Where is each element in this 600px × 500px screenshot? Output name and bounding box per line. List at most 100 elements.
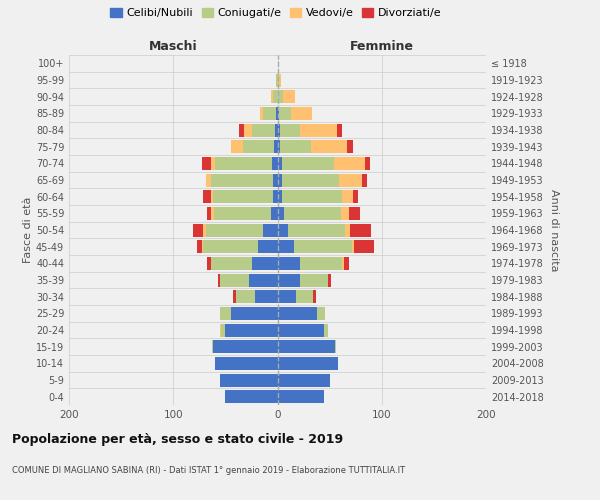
Bar [365,157,370,170]
Bar [344,257,349,270]
Bar [253,257,277,270]
Bar [220,324,221,336]
Bar [317,307,325,320]
Bar [220,274,250,286]
Bar [197,240,202,253]
Bar [362,174,367,186]
Bar [277,140,280,153]
Y-axis label: Fasce di età: Fasce di età [23,197,33,263]
Bar [337,124,342,136]
Bar [277,240,294,253]
Bar [278,107,291,120]
Bar [244,124,253,136]
Bar [263,107,277,120]
Legend: Celibi/Nubili, Coniugati/e, Vedovi/e, Divorziati/e: Celibi/Nubili, Coniugati/e, Vedovi/e, Di… [106,3,446,22]
Bar [353,190,358,203]
Bar [277,157,281,170]
Text: Maschi: Maschi [149,40,197,52]
Bar [236,290,254,303]
Bar [202,240,203,253]
Bar [349,207,360,220]
Bar [220,374,277,386]
Bar [220,307,230,320]
Bar [226,390,277,403]
Bar [211,174,274,186]
Bar [272,157,277,170]
Bar [213,340,277,353]
Bar [281,190,342,203]
Bar [275,124,277,136]
Bar [334,157,365,170]
Bar [281,174,339,186]
Bar [212,340,213,353]
Bar [260,107,263,120]
Bar [281,157,334,170]
Bar [254,290,277,303]
Text: Femmine: Femmine [350,40,414,52]
Bar [277,357,338,370]
Bar [352,240,353,253]
Bar [230,307,277,320]
Bar [277,324,325,336]
Bar [193,224,203,236]
Bar [274,90,277,103]
Bar [345,224,350,236]
Bar [277,390,325,403]
Bar [214,207,271,220]
Bar [277,340,335,353]
Bar [301,274,328,286]
Bar [203,240,257,253]
Bar [277,190,281,203]
Bar [350,224,371,236]
Bar [202,157,211,170]
Bar [277,224,288,236]
Bar [277,307,317,320]
Bar [206,207,211,220]
Bar [277,290,296,303]
Bar [339,174,362,186]
Bar [277,107,278,120]
Bar [215,357,277,370]
Bar [211,157,215,170]
Y-axis label: Anni di nascita: Anni di nascita [549,188,559,271]
Bar [277,374,329,386]
Bar [239,124,244,136]
Bar [313,290,316,303]
Bar [274,190,277,203]
Bar [277,174,281,186]
Bar [296,290,313,303]
Bar [274,174,277,186]
Bar [271,90,274,103]
Bar [221,324,226,336]
Bar [291,107,312,120]
Bar [271,207,277,220]
Bar [277,274,301,286]
Bar [301,124,337,136]
Bar [253,124,275,136]
Bar [280,124,301,136]
Bar [263,224,277,236]
Bar [283,90,295,103]
Bar [347,140,353,153]
Bar [335,340,336,353]
Bar [277,257,301,270]
Bar [274,140,277,153]
Bar [250,274,277,286]
Bar [218,274,220,286]
Text: COMUNE DI MAGLIANO SABINA (RI) - Dati ISTAT 1° gennaio 2019 - Elaborazione TUTTI: COMUNE DI MAGLIANO SABINA (RI) - Dati IS… [12,466,405,475]
Bar [211,190,213,203]
Bar [311,140,347,153]
Bar [301,257,342,270]
Bar [277,90,283,103]
Bar [215,157,272,170]
Bar [341,207,349,220]
Bar [280,140,311,153]
Bar [325,324,328,336]
Bar [342,257,344,270]
Text: Popolazione per età, sesso e stato civile - 2019: Popolazione per età, sesso e stato civil… [12,432,343,446]
Bar [288,224,345,236]
Bar [328,274,331,286]
Bar [353,240,374,253]
Bar [230,140,243,153]
Bar [203,224,206,236]
